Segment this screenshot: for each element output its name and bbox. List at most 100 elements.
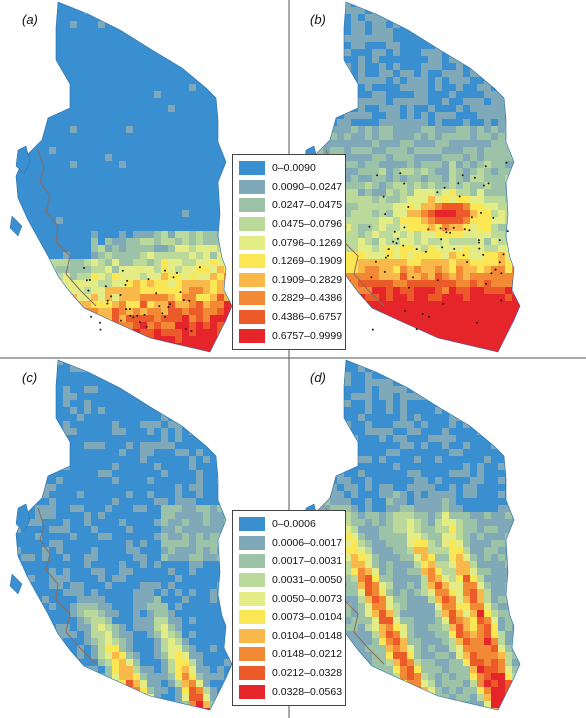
legend-swatch: [239, 684, 265, 699]
legend-swatch: [239, 198, 265, 213]
legend-swatch: [239, 535, 265, 550]
occurrence-point: [470, 216, 473, 219]
occurrence-point: [484, 165, 487, 168]
occurrence-point: [498, 239, 501, 242]
legend-item: 0.0031–0.0050: [239, 571, 343, 590]
occurrence-point: [164, 269, 166, 272]
legend-label: 0.1269–0.1909: [272, 255, 343, 268]
occurrence-point: [121, 269, 124, 272]
occurrence-point: [440, 238, 443, 241]
legend-swatch: [239, 235, 265, 250]
legend-swatch: [239, 328, 265, 343]
occurrence-point: [169, 303, 172, 306]
occurrence-point: [505, 161, 508, 164]
occurrence-point: [136, 314, 139, 317]
occurrence-point: [190, 330, 193, 332]
legend-item: 0.0006–0.0017: [239, 534, 343, 553]
legend-swatch: [239, 666, 265, 681]
occurrence-point: [106, 302, 109, 305]
occurrence-point: [188, 299, 191, 302]
legend-swatch: [239, 179, 265, 194]
occurrence-point: [376, 174, 379, 177]
legend-label: 0.0006–0.0017: [272, 536, 343, 549]
province-outline: [303, 359, 521, 711]
legend-swatch: [239, 310, 265, 325]
occurrence-point: [439, 227, 442, 230]
legend-label: 0.0031–0.0050: [272, 574, 343, 587]
legend-item: 0.0090–0.0247: [239, 178, 343, 197]
occurrence-point: [485, 282, 488, 285]
occurrence-point: [457, 182, 460, 185]
occurrence-point: [445, 231, 448, 234]
occurrence-point: [477, 241, 480, 244]
occurrence-point: [482, 184, 485, 187]
legend-swatch: [239, 610, 265, 625]
occurrence-point: [99, 328, 102, 331]
occurrence-point: [145, 325, 148, 328]
legend-label: 0–0.0006: [272, 518, 316, 531]
legend-label: 0.6757–0.9999: [272, 329, 343, 342]
legend-label: 0.0017–0.0031: [272, 555, 343, 568]
island: [9, 145, 31, 237]
province-outline: [15, 359, 233, 711]
occurrence-point: [392, 240, 395, 243]
occurrence-point: [132, 316, 135, 319]
occurrence-point: [502, 253, 505, 256]
occurrence-point: [124, 283, 127, 286]
occurrence-point: [104, 285, 107, 288]
occurrence-point: [172, 276, 175, 279]
occurrence-point: [88, 279, 91, 281]
legend-swatch: [239, 573, 265, 588]
legend-item: 0.0148–0.0212: [239, 645, 342, 664]
legend-label: 0.0212–0.0328: [272, 667, 343, 680]
occurrence-point: [480, 211, 482, 214]
panel-label-b: (b): [310, 12, 326, 27]
legend-label: 0.2829–0.4386: [272, 292, 343, 305]
occurrence-point: [198, 266, 201, 269]
occurrence-point: [161, 312, 164, 315]
occurrence-point: [506, 230, 509, 233]
occurrence-point: [182, 299, 185, 302]
legend-label: 0.4386–0.6757: [272, 311, 343, 324]
occurrence-point: [441, 246, 444, 249]
occurrence-point: [106, 299, 109, 302]
legend-label: 0.0328–0.0563: [272, 685, 343, 698]
legend-item: 0.1909–0.2829: [239, 271, 343, 290]
occurrence-point: [482, 253, 485, 256]
legend-top: 0–0.0090 0.0090–0.0247 0.0247–0.0475 0.0475…: [232, 154, 346, 350]
legend-item: 0.0073–0.0104: [239, 608, 342, 627]
coastline: [37, 149, 97, 307]
legend-item: 0.2829–0.4386: [239, 289, 343, 308]
province-outline: [15, 1, 233, 353]
occurrence-point: [175, 271, 178, 274]
province-outline: [303, 1, 521, 353]
legend-label: 0.0090–0.0247: [272, 180, 343, 193]
occurrence-point: [500, 299, 503, 302]
occurrence-point: [466, 261, 469, 263]
legend-item: 0–0.0006: [239, 515, 339, 534]
legend-item: 0.0796–0.1269: [239, 233, 342, 252]
occurrence-point: [184, 327, 187, 330]
occurrence-point: [87, 289, 90, 292]
legend-item: 0.4386–0.6757: [239, 308, 343, 327]
occurrence-point: [421, 312, 424, 315]
occurrence-point: [427, 315, 430, 318]
legend-label: 0–0.0090: [272, 162, 316, 175]
occurrence-point: [374, 260, 377, 263]
occurrence-point: [461, 174, 464, 177]
occurrence-point: [396, 237, 399, 240]
occurrence-point: [138, 321, 141, 324]
occurrence-point: [408, 286, 410, 289]
occurrence-point: [143, 313, 146, 316]
occurrence-point: [404, 309, 407, 312]
legend-bottom: 0–0.0006 0.0006–0.0017 0.0017–0.0031 0.0031…: [232, 510, 346, 706]
occurrence-point: [452, 226, 455, 229]
legend-item: 0.0475–0.0796: [239, 215, 342, 234]
occurrence-point: [387, 254, 389, 257]
legend-label: 0.1909–0.2829: [272, 273, 343, 286]
legend-swatch: [239, 272, 265, 287]
occurrence-point: [85, 279, 88, 282]
occurrence-point: [371, 328, 374, 331]
occurrence-point: [415, 248, 418, 251]
